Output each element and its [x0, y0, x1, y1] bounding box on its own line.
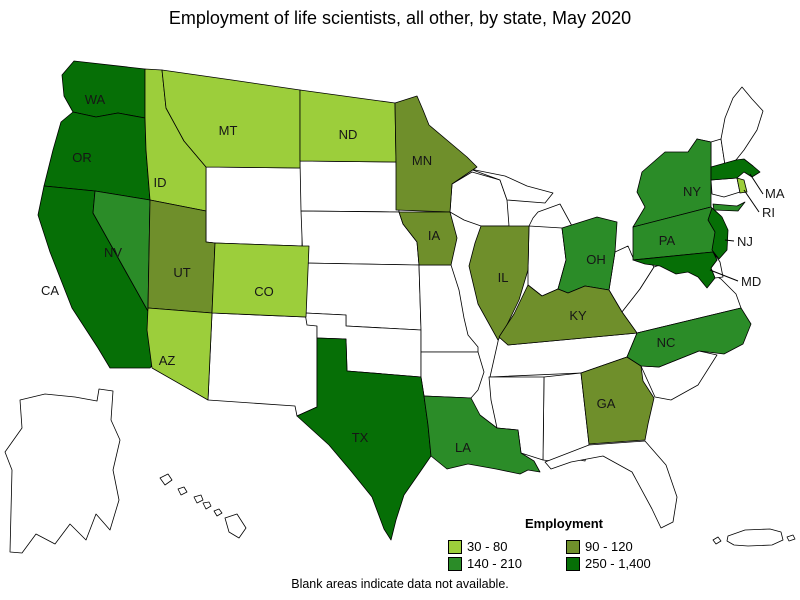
state-ny-long-island — [712, 201, 746, 212]
state-label-oh: OH — [586, 252, 606, 267]
state-label-tx: TX — [352, 430, 369, 445]
state-ak — [4, 388, 121, 554]
state-nd — [299, 89, 397, 163]
map-legend: Employment 30 - 80 90 - 120 140 - 210 25… — [448, 516, 680, 572]
state-co — [211, 242, 310, 318]
state-label-ky: KY — [569, 308, 587, 323]
legend-label: 30 - 80 — [467, 539, 508, 554]
legend-swatch-icon — [448, 539, 462, 554]
legend-item: 250 - 1,400 — [566, 555, 680, 572]
territory-pr-islet-east — [786, 534, 796, 542]
state-label-md: MD — [741, 274, 761, 289]
legend-label: 250 - 1,400 — [585, 556, 651, 571]
state-label-ut: UT — [173, 265, 190, 280]
state-label-ia: IA — [428, 228, 441, 243]
territory-pr-islet-west — [712, 536, 722, 545]
state-nc — [626, 307, 752, 368]
leader-line-md — [709, 269, 739, 282]
state-ma — [710, 158, 761, 181]
territory-pr — [726, 528, 784, 547]
state-wa — [61, 60, 146, 119]
state-label-nj: NJ — [737, 234, 753, 249]
state-hi-kauai — [159, 473, 173, 486]
legend-item: 140 - 210 — [448, 555, 566, 572]
state-ky — [498, 284, 638, 346]
state-mn — [394, 95, 478, 213]
state-az — [146, 307, 213, 401]
state-fl — [544, 440, 678, 529]
state-ct — [710, 177, 741, 198]
state-label-ri: RI — [762, 205, 775, 220]
state-hi-lanai — [213, 508, 223, 517]
legend-label: 90 - 120 — [585, 539, 633, 554]
state-ut — [147, 199, 216, 314]
state-hi-maui — [202, 501, 212, 510]
state-la — [423, 395, 541, 475]
data-states — [37, 60, 761, 541]
state-mo — [418, 264, 479, 353]
state-label-wa: WA — [85, 92, 106, 107]
legend-grid: 30 - 80 90 - 120 140 - 210 250 - 1,400 — [448, 538, 680, 572]
legend-swatch-icon — [448, 556, 462, 571]
state-label-id: ID — [154, 175, 167, 190]
state-me — [720, 86, 764, 166]
leader-lines — [709, 173, 764, 282]
state-label-ca: CA — [41, 283, 59, 298]
legend-title: Employment — [524, 516, 603, 531]
state-mi-upper — [469, 168, 554, 204]
state-hi-oahu — [177, 486, 188, 496]
state-label-mt: MT — [219, 123, 238, 138]
legend-swatch-icon — [566, 556, 580, 571]
state-label-nv: NV — [104, 245, 122, 260]
state-label-pa: PA — [659, 233, 676, 248]
state-label-az: AZ — [159, 353, 176, 368]
state-hi-molokai — [193, 494, 204, 504]
leader-line-ma — [749, 173, 764, 195]
state-label-mn: MN — [412, 153, 432, 168]
leader-line-nj — [724, 239, 735, 242]
state-ia — [398, 211, 458, 266]
state-nm — [207, 312, 318, 417]
state-label-ga: GA — [597, 396, 616, 411]
state-ri — [736, 177, 748, 194]
state-label-or: OR — [72, 150, 92, 165]
state-label-co: CO — [254, 284, 274, 299]
state-hi-big-island — [224, 513, 247, 539]
state-or — [43, 111, 151, 201]
state-label-la: LA — [455, 440, 471, 455]
legend-swatch-icon — [566, 539, 580, 554]
state-sd — [299, 160, 400, 213]
state-label-nc: NC — [657, 335, 676, 350]
map-footnote: Blank areas indicate data not available. — [291, 577, 509, 591]
state-mt — [161, 69, 301, 169]
legend-item: 30 - 80 — [448, 538, 566, 555]
state-labels: WA OR CA ID NV MT UT AZ CO ND MN IA IL O… — [41, 92, 785, 455]
state-label-nd: ND — [339, 127, 358, 142]
state-tx — [296, 337, 432, 541]
state-md — [632, 251, 718, 289]
state-label-il: IL — [498, 270, 509, 285]
legend-item: 90 - 120 — [566, 538, 680, 555]
state-label-ma: MA — [765, 186, 785, 201]
state-ar — [420, 351, 485, 399]
leader-line-ri — [743, 189, 760, 213]
state-label-ny: NY — [683, 184, 701, 199]
state-nj — [707, 207, 729, 260]
map-title: Employment of life scientists, all other… — [168, 8, 632, 28]
state-wy — [205, 166, 305, 247]
legend-label: 140 - 210 — [467, 556, 522, 571]
